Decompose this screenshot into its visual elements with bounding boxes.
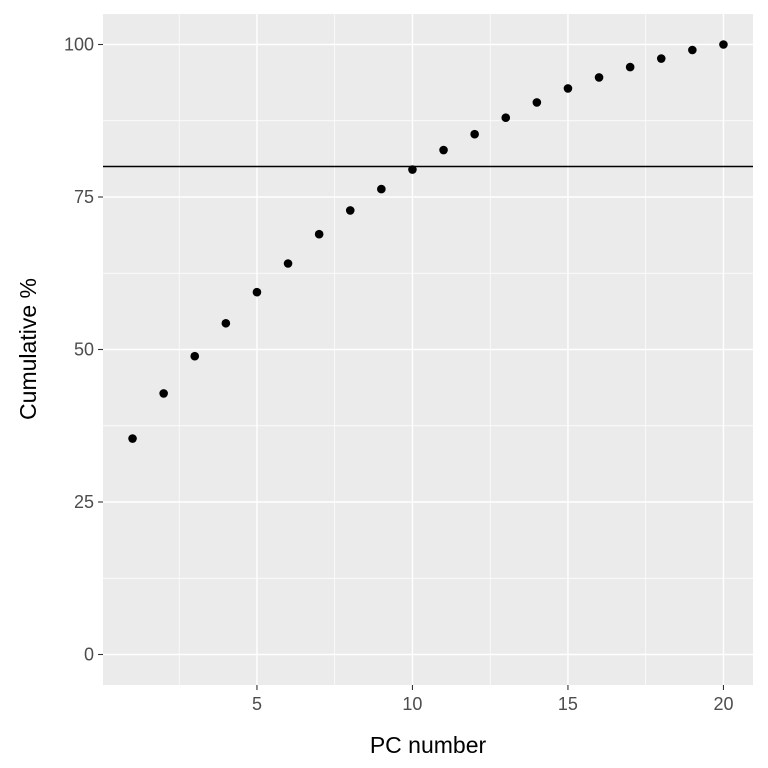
data-point (625, 62, 635, 72)
y-tick-label: 25 (74, 492, 94, 512)
x-tick-label: 10 (402, 694, 422, 714)
data-point (128, 434, 137, 443)
x-tick-label: 20 (713, 694, 733, 714)
major-gridlines (103, 14, 753, 685)
y-axis-title: Cumulative % (15, 278, 41, 420)
data-point (532, 98, 542, 107)
data-point (719, 40, 728, 49)
y-tick-label: 50 (74, 340, 94, 360)
x-tick-label: 15 (558, 694, 578, 714)
data-point (345, 206, 355, 215)
data-point (656, 54, 666, 63)
data-point (594, 73, 604, 82)
y-tick-label: 75 (74, 187, 94, 207)
data-point (314, 229, 324, 239)
data-point (221, 318, 231, 328)
y-tick-label: 100 (64, 35, 94, 55)
data-point (688, 45, 697, 55)
y-tick-label: 0 (84, 645, 94, 665)
x-axis: 5 10 15 20 (252, 685, 733, 714)
data-point (159, 389, 168, 398)
data-point (563, 84, 573, 93)
data-points (128, 40, 728, 443)
y-axis: 0 25 50 75 100 (64, 35, 103, 665)
data-point (501, 113, 511, 122)
data-point (283, 259, 293, 268)
x-axis-title: PC number (370, 732, 487, 758)
data-point (470, 129, 479, 139)
data-point (408, 165, 417, 174)
data-point (252, 287, 262, 297)
data-point (439, 145, 448, 155)
x-tick-label: 5 (252, 694, 262, 714)
data-point (377, 184, 386, 194)
data-point (190, 351, 200, 361)
